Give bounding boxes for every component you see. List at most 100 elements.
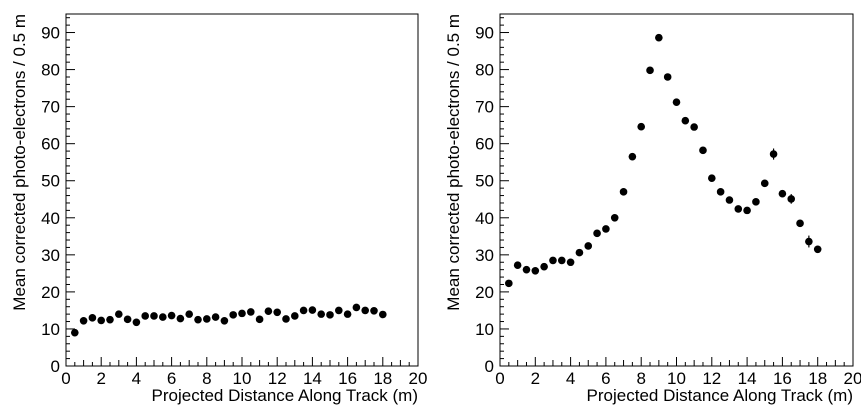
y-tick-label: 0: [51, 357, 60, 376]
x-tick-label: 16: [338, 369, 357, 388]
data-point: [575, 248, 584, 257]
data-point: [602, 225, 610, 233]
data-point: [352, 303, 361, 312]
data-point: [787, 195, 796, 203]
x-tick-label: 10: [667, 369, 686, 388]
y-axis-title: Mean corrected photo-electrons / 0.5 m: [444, 14, 463, 311]
data-point: [308, 306, 317, 314]
y-tick-label: 50: [41, 172, 60, 191]
data-point: [716, 188, 725, 196]
data-point: [610, 213, 619, 222]
data-point: [326, 311, 334, 319]
data-point: [106, 315, 114, 324]
chart-panel-2: 0 2 4 6 8 10 12 14 16 18 20 0 10 20 30 40 50 60 70 80 90 Proj…: [444, 13, 861, 405]
y-tick-label: 90: [41, 24, 60, 43]
x-tick-label: 14: [738, 369, 757, 388]
x-tick-label: 4: [132, 369, 141, 388]
x-tick-label: 6: [601, 369, 610, 388]
x-tick-label: 8: [636, 369, 645, 388]
data-point: [813, 245, 822, 254]
x-tick-label: 2: [531, 369, 540, 388]
data-point: [335, 306, 343, 315]
data-point: [229, 311, 237, 319]
y-tick-label: 20: [475, 283, 494, 302]
data-point: [540, 262, 548, 271]
data-point: [97, 316, 105, 325]
data-point: [123, 315, 132, 324]
y-tick-label: 90: [475, 24, 494, 43]
data-point: [203, 315, 211, 323]
x-tick-label: 4: [566, 369, 575, 388]
data-point: [805, 237, 813, 246]
data-point: [71, 328, 79, 337]
data-point: [681, 116, 690, 125]
x-tick-label: 20: [409, 369, 428, 388]
y-tick-label: 40: [41, 209, 60, 228]
data-point: [343, 310, 352, 318]
y-tick-label: 70: [475, 98, 494, 117]
x-tick-label: 6: [167, 369, 176, 388]
y-tick-label: 30: [41, 246, 60, 265]
data-point: [513, 261, 522, 270]
data-series: [505, 33, 822, 288]
y-tick-label: 20: [41, 283, 60, 302]
y-tick-label: 50: [475, 172, 494, 191]
data-point: [531, 266, 540, 275]
data-point: [273, 308, 282, 317]
data-point: [317, 310, 326, 318]
data-point: [255, 315, 264, 324]
data-point: [211, 313, 220, 321]
data-point: [646, 66, 654, 75]
data-point: [619, 188, 628, 196]
data-point: [361, 306, 370, 315]
data-point: [379, 310, 387, 319]
data-point: [79, 316, 88, 325]
data-point: [299, 306, 308, 315]
data-point: [743, 206, 751, 215]
data-point: [141, 312, 149, 320]
x-axis-title: Projected Distance Along Track (m): [587, 386, 853, 405]
data-point: [584, 242, 593, 250]
y-axis-title: Mean corrected photo-electrons / 0.5 m: [10, 14, 29, 311]
data-point: [220, 316, 229, 325]
data-point: [88, 314, 97, 322]
data-point: [663, 73, 672, 81]
data-point: [522, 265, 531, 274]
data-point: [760, 179, 769, 188]
y-tick-label: 0: [485, 357, 494, 376]
y-tick-label: 60: [475, 135, 494, 154]
data-point: [176, 314, 185, 323]
data-point: [672, 98, 681, 106]
data-point: [752, 198, 760, 206]
x-axis-title: Projected Distance Along Track (m): [152, 386, 418, 405]
x-tick-label: 20: [844, 369, 861, 388]
x-tick-label: 14: [303, 369, 322, 388]
data-point: [708, 174, 716, 182]
chart-panel-1: 0 2 4 6 8 10 12 14 16 18 20 0 10 20 30 40 50 60 70 80 90 Proj…: [10, 13, 428, 405]
x-tick-label: 12: [268, 369, 287, 388]
data-point: [637, 122, 645, 131]
y-tick-label: 60: [41, 135, 60, 154]
data-point: [690, 123, 698, 131]
x-tick-label: 0: [495, 369, 504, 388]
data-point: [725, 196, 734, 204]
data-point: [159, 313, 167, 321]
data-point: [699, 146, 707, 155]
data-point: [167, 311, 176, 320]
plot-frame: [499, 13, 854, 367]
data-point: [593, 229, 601, 238]
data-point: [734, 205, 743, 213]
x-tick-label: 16: [773, 369, 792, 388]
data-point: [282, 315, 290, 323]
data-point: [132, 318, 141, 327]
data-point: [238, 309, 246, 318]
y-tick-label: 10: [41, 320, 60, 339]
data-point: [264, 307, 273, 315]
data-point: [505, 279, 513, 288]
data-point: [655, 33, 663, 42]
data-point: [566, 258, 575, 267]
x-tick-label: 8: [202, 369, 211, 388]
data-point: [778, 189, 787, 198]
